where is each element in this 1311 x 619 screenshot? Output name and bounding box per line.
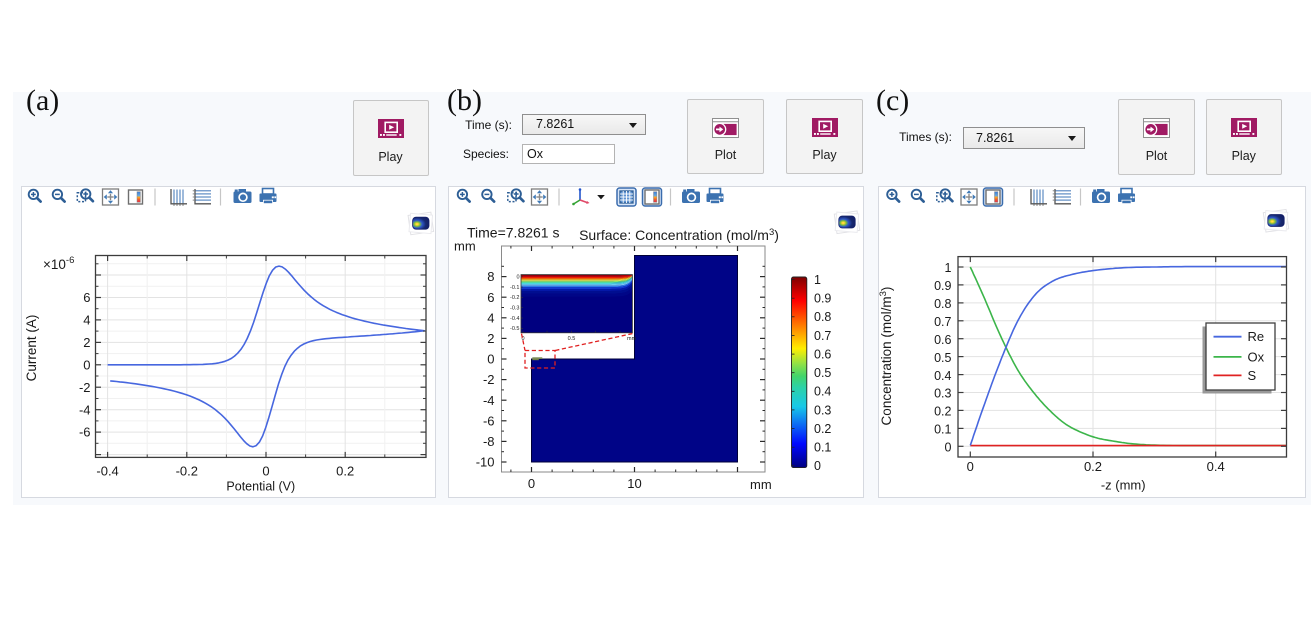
svg-text:0: 0 bbox=[967, 459, 974, 474]
svg-text:-6: -6 bbox=[483, 413, 495, 428]
svg-text:0.3: 0.3 bbox=[814, 403, 831, 417]
svg-text:0.4: 0.4 bbox=[814, 385, 831, 399]
svg-text:10: 10 bbox=[627, 476, 641, 491]
svg-text:0.2: 0.2 bbox=[336, 464, 354, 479]
svg-text:0: 0 bbox=[83, 357, 90, 372]
svg-text:0.6: 0.6 bbox=[814, 348, 831, 362]
svg-text:-2: -2 bbox=[79, 380, 91, 395]
svg-text:0.7: 0.7 bbox=[814, 329, 831, 343]
svg-text:mm: mm bbox=[750, 477, 772, 492]
svg-text:0.9: 0.9 bbox=[934, 279, 951, 293]
svg-text:-8: -8 bbox=[483, 434, 495, 449]
svg-text:0.2: 0.2 bbox=[934, 405, 951, 419]
svg-text:4: 4 bbox=[83, 313, 90, 328]
svg-text:-4: -4 bbox=[483, 393, 495, 408]
svg-text:0.1: 0.1 bbox=[934, 423, 951, 437]
svg-text:6: 6 bbox=[83, 290, 90, 305]
svg-text:Potential (V): Potential (V) bbox=[226, 480, 295, 494]
svg-text:mm: mm bbox=[454, 239, 476, 254]
svg-text:0.2: 0.2 bbox=[1084, 459, 1102, 474]
svg-text:S: S bbox=[1248, 368, 1257, 383]
svg-text:Re: Re bbox=[1248, 329, 1265, 344]
svg-text:0: 0 bbox=[487, 352, 494, 367]
svg-text:0.4: 0.4 bbox=[1207, 459, 1225, 474]
svg-text:0.5: 0.5 bbox=[814, 366, 831, 380]
svg-text:0.1: 0.1 bbox=[814, 441, 831, 455]
svg-text:0.8: 0.8 bbox=[934, 297, 951, 311]
svg-text:-0.2: -0.2 bbox=[176, 464, 198, 479]
svg-text:-0.4: -0.4 bbox=[96, 464, 118, 479]
svg-text:2: 2 bbox=[487, 331, 494, 346]
svg-text:-0.5: -0.5 bbox=[510, 326, 519, 332]
svg-text:Concentration (mol/m3): Concentration (mol/m3) bbox=[878, 287, 894, 426]
svg-text:0.4: 0.4 bbox=[934, 369, 951, 383]
svg-text:0.5: 0.5 bbox=[934, 351, 951, 365]
svg-text:Ox: Ox bbox=[1248, 349, 1265, 364]
svg-text:-2: -2 bbox=[483, 372, 495, 387]
svg-text:0.9: 0.9 bbox=[814, 292, 831, 306]
svg-text:0.6: 0.6 bbox=[934, 333, 951, 347]
svg-text:Time=7.8261 s: Time=7.8261 s bbox=[467, 225, 559, 241]
svg-text:-0.3: -0.3 bbox=[510, 306, 519, 312]
svg-text:0: 0 bbox=[528, 476, 535, 491]
svg-text:8: 8 bbox=[487, 269, 494, 284]
svg-text:0.2: 0.2 bbox=[814, 422, 831, 436]
svg-text:1: 1 bbox=[814, 273, 821, 287]
svg-text:-z (mm): -z (mm) bbox=[1101, 478, 1146, 493]
svg-text:0.7: 0.7 bbox=[934, 315, 951, 329]
svg-text:6: 6 bbox=[487, 290, 494, 305]
svg-text:-10: -10 bbox=[476, 455, 495, 470]
svg-text:-6: -6 bbox=[79, 425, 91, 440]
svg-text:-0.1: -0.1 bbox=[510, 285, 519, 291]
svg-text:Surface: Concentration (mol/m3: Surface: Concentration (mol/m3) bbox=[579, 227, 779, 243]
svg-text:0: 0 bbox=[521, 336, 524, 342]
svg-text:0.8: 0.8 bbox=[814, 310, 831, 324]
svg-text:-0.2: -0.2 bbox=[510, 295, 519, 301]
svg-text:×10-6: ×10-6 bbox=[43, 255, 74, 272]
svg-text:-0.4: -0.4 bbox=[510, 316, 519, 322]
svg-text:-4: -4 bbox=[79, 402, 91, 417]
svg-text:mm: mm bbox=[627, 336, 637, 342]
svg-text:Current (A): Current (A) bbox=[24, 315, 39, 382]
svg-text:1: 1 bbox=[945, 261, 952, 275]
svg-text:4: 4 bbox=[487, 310, 494, 325]
svg-text:0: 0 bbox=[262, 464, 269, 479]
svg-text:0: 0 bbox=[945, 441, 952, 455]
svg-text:0: 0 bbox=[516, 275, 519, 281]
svg-text:2: 2 bbox=[83, 335, 90, 350]
svg-text:0.3: 0.3 bbox=[934, 387, 951, 401]
svg-text:0: 0 bbox=[814, 459, 821, 473]
svg-text:0.5: 0.5 bbox=[568, 336, 576, 342]
